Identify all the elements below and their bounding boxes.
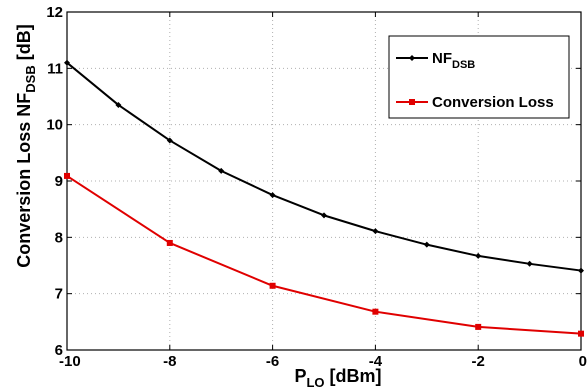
- x-tick-label: -10: [59, 353, 81, 370]
- data-point-nf-dsb: [578, 267, 584, 274]
- data-point-nf-dsb: [423, 241, 430, 248]
- legend-item-nf-dsb: NFDSB: [396, 50, 475, 71]
- data-point-conversion-loss: [475, 323, 482, 330]
- legend: NFDSB Conversion Loss: [388, 35, 570, 119]
- data-point-nf-dsb: [526, 260, 533, 267]
- legend-label-nf-dsb: NFDSB: [432, 50, 475, 71]
- series-nf-dsb: [64, 59, 584, 274]
- legend-label-conversion-loss: Conversion Loss: [432, 94, 554, 111]
- x-tick-labels: -10 -8 -6 -4 -2 0: [59, 353, 587, 370]
- data-point-conversion-loss: [64, 172, 70, 179]
- y-tick-label: 6: [55, 342, 63, 359]
- y-tick-label: 8: [55, 229, 63, 246]
- data-point-nf-dsb: [475, 252, 482, 259]
- data-point-conversion-loss: [372, 308, 379, 315]
- data-point-nf-dsb: [321, 212, 327, 219]
- x-axis-label: PLO [dBm]: [294, 366, 381, 390]
- x-tick-label: -6: [266, 353, 279, 370]
- data-point-nf-dsb: [269, 192, 276, 199]
- legend-marker-nf-dsb: [409, 55, 415, 61]
- data-point-conversion-loss: [269, 282, 276, 289]
- series-line-conversion-loss: [66, 175, 582, 335]
- y-tick-label: 7: [55, 286, 63, 303]
- x-tick-label: -2: [472, 353, 485, 370]
- y-tick-label: 10: [46, 117, 63, 134]
- series-conversion-loss: [64, 172, 584, 337]
- series-layer: [64, 59, 584, 337]
- data-point-conversion-loss: [578, 330, 584, 337]
- data-point-nf-dsb: [115, 101, 122, 108]
- data-point-nf-dsb: [64, 59, 70, 66]
- data-point-conversion-loss: [166, 239, 173, 246]
- y-tick-labels: 6 7 8 9 10 11 12: [46, 4, 63, 359]
- x-tick-label: -4: [369, 353, 383, 370]
- x-tick-label: -8: [163, 353, 176, 370]
- data-point-nf-dsb: [372, 228, 379, 235]
- x-tick-label: 0: [579, 353, 587, 370]
- legend-marker-conversion-loss: [409, 99, 415, 105]
- data-point-nf-dsb: [166, 137, 173, 144]
- legend-box: [388, 35, 570, 119]
- tick-marks: [66, 11, 582, 351]
- y-tick-label: 12: [46, 4, 63, 21]
- data-point-nf-dsb: [218, 167, 225, 174]
- y-tick-label: 11: [47, 60, 63, 77]
- legend-item-conversion-loss: Conversion Loss: [396, 94, 554, 111]
- y-tick-label: 9: [55, 173, 63, 190]
- y-axis-label: Conversion Loss NFDSB [dB]: [14, 24, 38, 267]
